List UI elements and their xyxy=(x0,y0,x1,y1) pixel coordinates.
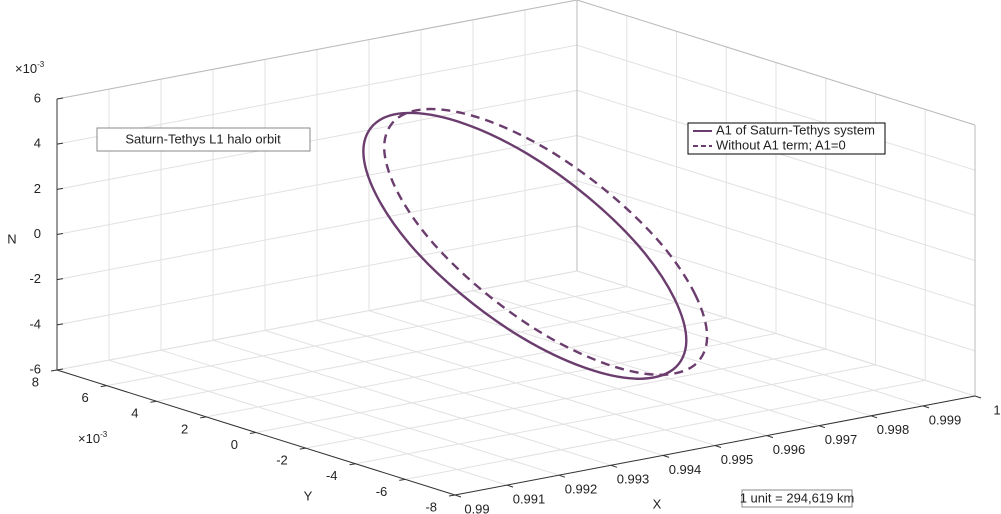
box-edge xyxy=(576,0,976,126)
y-axis-label: Y xyxy=(304,488,313,503)
x-axis-label: X xyxy=(653,496,662,511)
scale-note: 1 unit = 294,619 km xyxy=(740,490,855,505)
x-tick-label: 0.995 xyxy=(721,452,754,467)
y-tick-label: 2 xyxy=(181,421,188,436)
z-tick-label: 6 xyxy=(34,90,41,105)
y-tick xyxy=(150,400,157,403)
grid-line xyxy=(576,135,976,261)
legend-label: A1 of Saturn-Tethys system xyxy=(716,122,875,137)
orbit-line xyxy=(362,111,688,380)
x-tick-label: 0.994 xyxy=(669,462,702,477)
x-tick xyxy=(714,445,722,448)
z-tick xyxy=(56,187,64,190)
z-axis-label: N xyxy=(7,231,16,246)
plot-title: Saturn-Tethys L1 halo orbit xyxy=(125,131,281,146)
z-multiplier-exponent: -3 xyxy=(37,60,45,69)
orbit-line xyxy=(382,107,709,376)
x-tick xyxy=(766,435,774,439)
x-tick-label: 0.998 xyxy=(877,422,910,437)
grid-line xyxy=(576,225,976,352)
x-tick xyxy=(662,454,670,458)
grid-line xyxy=(405,379,926,480)
grid-line xyxy=(305,348,826,449)
x-tick-label: 0.997 xyxy=(825,432,858,447)
scale-note-box xyxy=(741,489,853,508)
z-multiplier-base: ×10 xyxy=(15,61,37,76)
x-tick xyxy=(922,405,930,409)
y-tick xyxy=(249,432,257,434)
grid-line xyxy=(56,89,578,190)
grid-line xyxy=(56,270,578,371)
x-tick xyxy=(558,474,566,478)
x-tick-label: 1 xyxy=(993,402,1000,417)
y-tick-label: 8 xyxy=(32,374,39,389)
grid-line xyxy=(156,301,677,402)
z-tick-label: 4 xyxy=(34,136,41,151)
y-tick xyxy=(200,416,207,419)
z-tick-label: -4 xyxy=(29,316,41,331)
y-tick-label: -6 xyxy=(376,484,388,499)
grid-line xyxy=(576,44,976,171)
z-tick-label: 2 xyxy=(34,181,41,196)
grid-line xyxy=(576,180,976,307)
grid-line xyxy=(255,333,777,433)
z-tick xyxy=(56,278,64,281)
plot-area xyxy=(362,107,709,380)
x-tick-label: 0.991 xyxy=(513,492,546,507)
grid-line xyxy=(206,317,727,418)
axes-box xyxy=(50,0,982,498)
z-tick xyxy=(56,368,64,371)
y-tick xyxy=(448,494,456,497)
z-tick-label: -6 xyxy=(29,361,41,376)
grid-line xyxy=(355,364,876,465)
grid-line xyxy=(56,225,578,326)
z-tick xyxy=(56,323,64,326)
x-tick xyxy=(818,425,826,429)
x-tick-label: 0.999 xyxy=(929,412,962,427)
z-tick xyxy=(56,97,64,100)
y-multiplier: ×10-3 xyxy=(78,430,108,446)
z-multiplier: ×10-3 xyxy=(15,60,45,76)
y-multiplier-exponent: -3 xyxy=(100,430,108,439)
grid-line xyxy=(106,286,627,387)
title-box xyxy=(96,127,311,152)
y-tick xyxy=(50,369,58,372)
z-tick-label: 0 xyxy=(34,226,41,241)
x-tick-label: 0.99 xyxy=(464,501,489,514)
y-multiplier-base: ×10 xyxy=(78,431,100,446)
y-tick-label: -2 xyxy=(276,453,288,468)
y-tick-label: 0 xyxy=(231,437,238,452)
box-edge xyxy=(56,0,578,100)
y-tick-label: -4 xyxy=(326,468,338,483)
grid-line xyxy=(56,135,578,235)
x-tick xyxy=(454,494,462,498)
z-tick-label: -2 xyxy=(29,271,41,286)
y-tick xyxy=(399,478,406,481)
grid-line xyxy=(576,270,976,397)
y-tick-label: 6 xyxy=(82,390,89,405)
overlay: X Y N Saturn-Tethys L1 halo orbit 1 unit… xyxy=(7,60,1000,514)
x-tick xyxy=(974,395,982,399)
x-tick xyxy=(610,464,618,468)
x-tick-label: 0.996 xyxy=(773,442,806,457)
legend-box xyxy=(687,122,886,155)
y-tick-label: -8 xyxy=(425,499,437,514)
x-tick-label: 0.992 xyxy=(565,482,598,497)
z-tick xyxy=(56,233,64,235)
z-tick xyxy=(56,142,64,145)
y-tick xyxy=(100,385,107,388)
y-tick xyxy=(349,463,356,466)
legend-label: Without A1 term; A1=0 xyxy=(716,137,846,152)
y-tick xyxy=(299,447,306,450)
x-tick-label: 0.993 xyxy=(617,472,650,487)
grid-line xyxy=(56,180,578,281)
y-tick-label: 4 xyxy=(131,406,138,421)
x-tick xyxy=(506,484,514,488)
x-tick xyxy=(870,415,878,419)
